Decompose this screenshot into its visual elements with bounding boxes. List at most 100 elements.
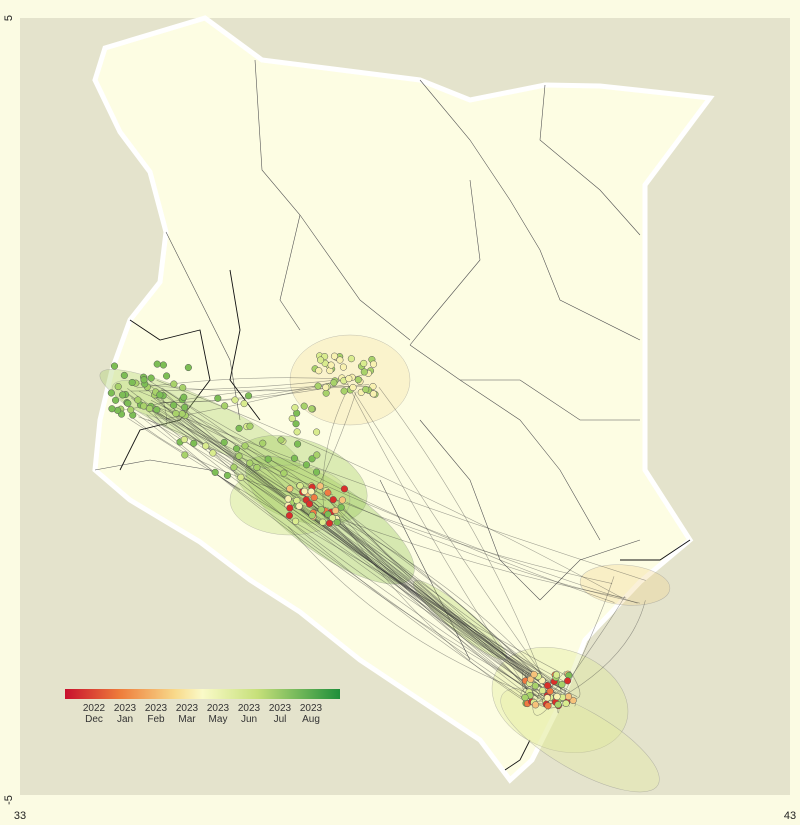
track: [136, 377, 342, 389]
sample-dot: [246, 459, 254, 467]
sample-dot: [317, 506, 325, 514]
sample-dot: [347, 355, 355, 363]
sample-dot: [338, 496, 346, 504]
sample-dot: [295, 502, 303, 510]
sample-dot: [159, 361, 167, 369]
sample-dot: [319, 518, 327, 526]
sample-dot: [530, 670, 538, 678]
sample-dot: [369, 360, 378, 368]
sample-dot: [163, 372, 171, 380]
sample-dot: [330, 352, 339, 360]
sample-dot: [296, 482, 304, 490]
legend-year: 2023: [238, 703, 261, 714]
sample-dot: [543, 681, 552, 690]
sample-dot: [527, 675, 535, 683]
legend-month: Dec: [85, 714, 103, 725]
sample-dot: [119, 391, 127, 399]
sample-dot: [233, 445, 241, 453]
sample-dot: [531, 682, 539, 690]
sample-dot: [336, 356, 344, 364]
track: [321, 510, 548, 681]
sample-dot: [220, 438, 228, 446]
track: [322, 391, 347, 519]
track: [147, 419, 549, 692]
sample-dot: [313, 428, 321, 436]
sample-dot: [313, 451, 321, 459]
track: [300, 518, 552, 686]
sample-dot: [340, 485, 348, 493]
sample-dot: [569, 696, 577, 704]
track: [153, 398, 546, 692]
legend-year: 2023: [207, 703, 230, 714]
sample-dot: [240, 400, 248, 408]
sample-dot: [354, 376, 362, 384]
sample-dot: [294, 440, 302, 448]
sample-dot: [324, 510, 332, 518]
sample-dot: [305, 500, 314, 508]
sample-dot: [291, 404, 299, 412]
sample-dot: [170, 401, 178, 409]
sample-dot: [244, 392, 253, 400]
sample-dot: [325, 519, 334, 527]
sample-dot: [349, 383, 357, 392]
sample-dot: [286, 504, 294, 512]
sample-dot: [292, 517, 300, 525]
sample-dot: [202, 442, 210, 450]
sample-dot: [532, 701, 540, 709]
sample-dot: [147, 374, 155, 382]
sample-dot: [300, 487, 309, 495]
sample-dot: [562, 699, 570, 707]
track: [175, 412, 536, 691]
sample-dot: [324, 489, 332, 497]
track: [327, 506, 534, 699]
legend-colorbar: [65, 689, 340, 699]
sample-dot: [181, 451, 189, 459]
legend-year: 2023: [269, 703, 292, 714]
sample-dot: [134, 396, 142, 404]
county-lines: [94, 59, 691, 771]
sample-dot: [564, 677, 572, 685]
sample-dot: [345, 375, 353, 383]
country-shape: [92, 15, 715, 784]
sample-dot: [153, 360, 161, 368]
sample-dot: [288, 415, 296, 423]
track: [171, 411, 560, 703]
track: [345, 379, 533, 696]
track: [146, 414, 553, 702]
sample-dot: [331, 507, 340, 515]
sample-dot: [178, 410, 186, 418]
track: [154, 395, 168, 426]
sample-dot: [308, 455, 316, 463]
y-tick-label: 5: [3, 15, 15, 21]
sample-dot: [108, 405, 116, 413]
legend-year: 2023: [176, 703, 199, 714]
sample-dot: [280, 469, 288, 477]
sample-dot: [330, 379, 338, 387]
sample-dot: [546, 687, 554, 695]
track: [152, 403, 540, 695]
legend: 2022Dec2023Jan2023Feb2023Mar2023May2023J…: [83, 703, 323, 725]
sample-dot: [369, 390, 378, 398]
track: [314, 507, 533, 693]
sample-dot: [313, 468, 321, 476]
track: [378, 387, 545, 685]
sample-dot: [308, 405, 316, 413]
sample-dot: [180, 435, 188, 444]
track: [162, 387, 336, 517]
sample-dot: [340, 387, 348, 395]
sample-dot: [328, 514, 337, 522]
track: [328, 499, 549, 706]
sample-dot: [107, 389, 115, 397]
sample-dot: [235, 452, 243, 460]
sample-dot: [521, 694, 529, 702]
legend-month: May: [209, 714, 228, 725]
track: [338, 503, 570, 692]
sample-dot: [231, 396, 239, 404]
sample-dot: [246, 422, 254, 430]
sample-dot: [237, 473, 245, 481]
sample-dot: [300, 402, 308, 410]
sample-dot: [543, 694, 551, 702]
track: [144, 385, 534, 706]
